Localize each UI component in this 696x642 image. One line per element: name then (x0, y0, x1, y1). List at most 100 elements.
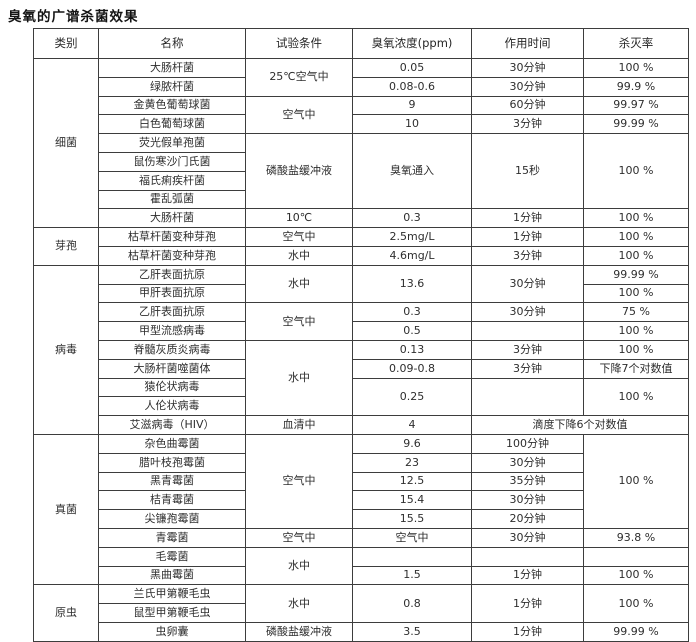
condition-cell: 磷酸盐缓冲液 (245, 621, 353, 642)
table-row: 福氏痢疾杆菌 (34, 170, 689, 191)
concentration-cell: 臭氧通入 (352, 133, 472, 210)
time-cell: 1分钟 (471, 565, 584, 586)
name-cell: 荧光假单孢菌 (98, 133, 246, 153)
category-cell: 芽孢 (33, 227, 99, 266)
concentration-cell: 23 (352, 452, 472, 473)
concentration-cell: 0.5 (352, 321, 472, 341)
kill-rate-cell: 100 % (583, 208, 689, 229)
category-cell: 真菌 (33, 433, 99, 586)
table-row: 艾滋病毒（HIV） 血清中 4 滴度下降6个对数值 (34, 415, 689, 435)
table-row: 尖镰孢霉菌 15.5 20分钟 (34, 509, 689, 529)
kill-rate-cell: 100 % (583, 377, 689, 417)
name-cell: 福氏痢疾杆菌 (98, 170, 246, 191)
kill-rate-cell: 99.99 % (583, 114, 689, 135)
table-row: 甲型流感病毒 0.5 100 % (34, 321, 689, 341)
table-row: 真菌 杂色曲霉菌 空气中 9.6 100分钟 100 % (33, 433, 689, 586)
name-cell: 虫卵囊 (98, 621, 246, 642)
name-cell: 杂色曲霉菌 (98, 433, 246, 454)
time-cell: 20分钟 (471, 509, 584, 529)
condition-cell: 水中 (245, 584, 353, 623)
condition-cell: 25℃空气中 (245, 58, 353, 97)
time-cell-empty (471, 321, 584, 341)
name-cell: 大肠杆菌 (98, 58, 246, 78)
time-cell: 3分钟 (471, 245, 584, 266)
kill-rate-cell-empty (583, 546, 689, 567)
category-cell: 病毒 (33, 264, 99, 435)
concentration-cell: 1.5 (352, 565, 472, 586)
name-cell: 腊叶枝孢霉菌 (98, 452, 246, 473)
condition-cell: 磷酸盐缓冲液 (245, 133, 353, 210)
concentration-cell-empty (352, 546, 472, 567)
condition-cell: 空气中 (245, 95, 353, 135)
concentration-cell: 9 (352, 95, 472, 116)
name-cell: 乙肝表面抗原 (98, 302, 246, 323)
name-cell: 甲型流感病毒 (98, 321, 246, 341)
table-row: 绿脓杆菌 0.08-0.6 30分钟 99.9 % (34, 76, 689, 97)
col-header-kill-rate: 杀灭率 (583, 28, 689, 59)
category-cell: 原虫 (33, 584, 99, 642)
kill-rate-cell: 93.8 % (583, 527, 689, 548)
table-row: 白色葡萄球菌 10 3分钟 99.99 % (34, 114, 689, 135)
table-row: 鼠伤寒沙门氏菌 (34, 151, 689, 172)
concentration-cell: 13.6 (352, 264, 472, 304)
condition-cell: 空气中 (245, 527, 353, 548)
kill-rate-cell: 100 % (583, 58, 689, 78)
concentration-cell: 4 (352, 415, 472, 435)
time-cell: 30分钟 (471, 452, 584, 473)
table-row: 原虫 兰氏甲第鞭毛虫 水中 0.8 1分钟 100 % (33, 584, 689, 642)
condition-cell: 水中 (245, 546, 353, 586)
concentration-cell: 0.25 (352, 377, 472, 417)
condition-cell: 血清中 (245, 415, 353, 435)
name-cell: 乙肝表面抗原 (98, 264, 246, 285)
time-cell: 30分钟 (471, 302, 584, 323)
time-cell: 30分钟 (471, 76, 584, 97)
time-cell: 30分钟 (471, 527, 584, 548)
concentration-cell: 15.4 (352, 490, 472, 511)
condition-cell: 水中 (245, 339, 353, 417)
name-cell: 鼠型甲第鞭毛虫 (98, 603, 246, 623)
table-row: 枯草杆菌变种芽孢 水中 4.6mg/L 3分钟 100 % (34, 245, 689, 266)
col-header-time: 作用时间 (471, 28, 584, 59)
time-cell: 100分钟 (471, 433, 584, 454)
concentration-cell: 0.3 (352, 208, 472, 229)
time-cell: 60分钟 (471, 95, 584, 116)
col-header-concentration: 臭氧浓度(ppm) (352, 28, 472, 59)
time-cell: 35分钟 (471, 471, 584, 492)
col-header-condition: 试验条件 (245, 28, 353, 59)
name-cell: 猿伦状病毒 (98, 377, 246, 398)
condition-cell: 10℃ (245, 208, 353, 229)
table-row: 乙肝表面抗原 空气中 0.3 30分钟 75 % (34, 302, 689, 341)
table-row: 黑曲霉菌 1.5 1分钟 100 % (34, 565, 689, 586)
name-cell: 黑青霉菌 (98, 471, 246, 492)
table-row: 金黄色葡萄球菌 空气中 9 60分钟 99.97 % (34, 95, 689, 135)
condition-cell: 空气中 (245, 227, 353, 247)
table-row: 细菌 大肠杆菌 25℃空气中 0.05 30分钟 100 % (33, 57, 689, 229)
time-cell: 30分钟 (471, 264, 584, 304)
condition-cell: 水中 (245, 264, 353, 304)
time-cell: 30分钟 (471, 490, 584, 511)
name-cell: 兰氏甲第鞭毛虫 (98, 584, 246, 605)
col-header-category: 类别 (33, 28, 99, 59)
condition-cell: 空气中 (245, 433, 353, 529)
name-cell: 大肠杆菌噬菌体 (98, 358, 246, 379)
time-cell: 1分钟 (471, 227, 584, 247)
table-row: 病毒 乙肝表面抗原 水中 13.6 30分钟 99.99 % (33, 264, 689, 435)
name-cell: 鼠伤寒沙门氏菌 (98, 151, 246, 172)
category-cell: 细菌 (33, 57, 99, 229)
concentration-cell: 空气中 (352, 527, 472, 548)
name-cell: 脊髓灰质炎病毒 (98, 339, 246, 360)
table-row: 腊叶枝孢霉菌 23 30分钟 (34, 452, 689, 473)
name-cell: 桔青霉菌 (98, 490, 246, 511)
name-cell: 绿脓杆菌 (98, 76, 246, 97)
concentration-cell: 0.05 (352, 58, 472, 78)
kill-rate-cell: 75 % (583, 302, 689, 323)
kill-rate-cell: 100 % (583, 584, 689, 623)
name-cell: 黑曲霉菌 (98, 565, 246, 586)
name-cell: 毛霉菌 (98, 546, 246, 567)
time-cell: 3分钟 (471, 339, 584, 360)
name-cell: 尖镰孢霉菌 (98, 509, 246, 529)
table-row: 大肠杆菌 10℃ 0.3 1分钟 100 % (34, 208, 689, 229)
condition-cell: 空气中 (245, 302, 353, 341)
time-kill-merged-cell: 滴度下降6个对数值 (471, 415, 689, 435)
name-cell: 霍乱弧菌 (98, 189, 246, 210)
